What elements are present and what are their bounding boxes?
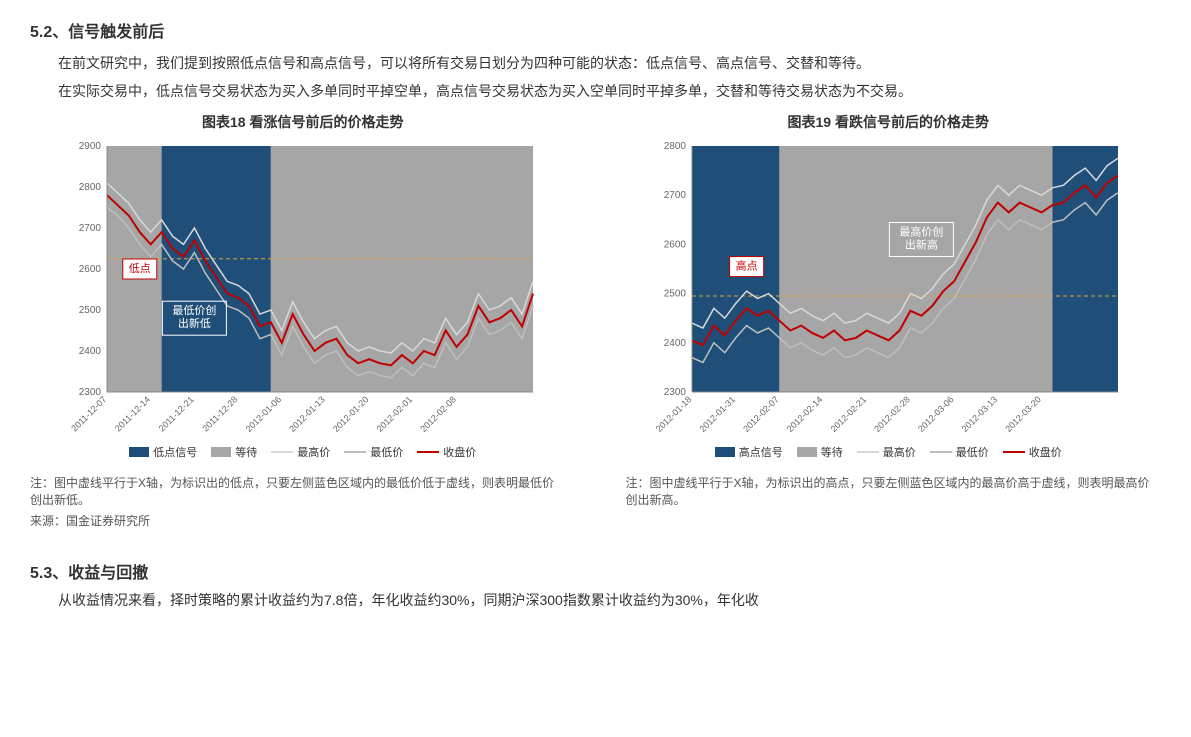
- legend-label: 高点信号: [739, 444, 783, 460]
- svg-text:2900: 2900: [79, 141, 102, 152]
- svg-text:2012-03-06: 2012-03-06: [916, 395, 956, 435]
- svg-text:2500: 2500: [664, 289, 687, 300]
- svg-text:2011-12-14: 2011-12-14: [113, 395, 152, 434]
- legend-label: 低点信号: [153, 444, 197, 460]
- svg-text:2400: 2400: [664, 338, 687, 349]
- svg-text:2012-03-20: 2012-03-20: [1004, 395, 1044, 435]
- intro-p1: 在前文研究中，我们提到按照低点信号和高点信号，可以将所有交易日划分为四种可能的状…: [30, 52, 1161, 74]
- legend-swatch: [344, 451, 366, 453]
- svg-text:2600: 2600: [79, 264, 102, 275]
- legend-swatch: [1003, 451, 1025, 453]
- svg-text:2600: 2600: [664, 240, 687, 251]
- legend-label: 最低价: [370, 444, 403, 460]
- intro-section: 5.2、信号触发前后 在前文研究中，我们提到按照低点信号和高点信号，可以将所有交…: [30, 20, 1161, 102]
- svg-text:2012-01-20: 2012-01-20: [331, 395, 371, 435]
- svg-text:最低价创: 最低价创: [172, 305, 216, 318]
- legend-label: 最高价: [883, 444, 916, 460]
- legend-label: 收盘价: [443, 444, 476, 460]
- legend-swatch: [129, 447, 149, 457]
- footer-section: 5.3、收益与回撤 从收益情况来看，择时策略的累计收益约为7.8倍，年化收益约3…: [30, 559, 1161, 611]
- legend-label: 最高价: [297, 444, 330, 460]
- svg-text:2700: 2700: [664, 191, 687, 202]
- legend-item: 最低价: [344, 444, 403, 460]
- left-chart-svg: 2300240025002600270028002900低点最低价创出新低201…: [63, 138, 543, 438]
- legend-swatch: [211, 447, 231, 457]
- legend-swatch: [797, 447, 817, 457]
- left-chart-title: 图表18 看涨信号前后的价格走势: [202, 112, 403, 132]
- svg-text:2400: 2400: [79, 346, 102, 357]
- right-note: 注：图中虚线平行于X轴，为标识出的高点，只要左侧蓝色区域内的最高价高于虚线，则表…: [626, 474, 1162, 508]
- legend-item: 收盘价: [1003, 444, 1062, 460]
- legend-item: 收盘价: [417, 444, 476, 460]
- legend-label: 等待: [235, 444, 257, 460]
- svg-text:2011-12-28: 2011-12-28: [200, 395, 239, 434]
- legend-item: 最高价: [271, 444, 330, 460]
- legend-label: 最低价: [956, 444, 989, 460]
- svg-text:2012-01-31: 2012-01-31: [698, 395, 738, 435]
- legend-item: 等待: [797, 444, 843, 460]
- svg-text:2700: 2700: [79, 223, 102, 234]
- notes-row: 注：图中虚线平行于X轴，为标识出的低点，只要左侧蓝色区域内的最低价低于虚线，则表…: [30, 474, 1161, 508]
- left-note: 注：图中虚线平行于X轴，为标识出的低点，只要左侧蓝色区域内的最低价低于虚线，则表…: [30, 474, 566, 508]
- svg-text:2012-02-07: 2012-02-07: [741, 395, 781, 435]
- svg-text:2800: 2800: [664, 141, 687, 152]
- legend-item: 最高价: [857, 444, 916, 460]
- intro-title: 5.2、信号触发前后: [30, 20, 1161, 46]
- legend-swatch: [271, 451, 293, 453]
- legend-swatch: [417, 451, 439, 453]
- svg-text:出新高: 出新高: [905, 238, 938, 252]
- left-chart-legend: 低点信号 等待 最高价 最低价 收盘价: [129, 444, 476, 460]
- source-line: 来源：国金证券研究所: [30, 512, 1161, 529]
- svg-text:2012-02-21: 2012-02-21: [829, 395, 869, 435]
- svg-text:低点: 低点: [129, 262, 151, 275]
- legend-swatch: [857, 451, 879, 453]
- svg-text:2012-01-06: 2012-01-06: [243, 395, 283, 435]
- legend-item: 低点信号: [129, 444, 197, 460]
- svg-text:2012-03-13: 2012-03-13: [960, 395, 1000, 435]
- svg-text:高点: 高点: [736, 259, 758, 273]
- right-chart-svg: 230024002500260027002800高点最高价创出新高2012-01…: [648, 138, 1128, 438]
- charts-row: 图表18 看涨信号前后的价格走势 23002400250026002700280…: [30, 112, 1161, 460]
- right-chart-column: 图表19 看跌信号前后的价格走势 23002400250026002700280…: [616, 112, 1162, 460]
- svg-text:2011-12-21: 2011-12-21: [156, 395, 195, 434]
- svg-text:最高价创: 最高价创: [900, 225, 944, 239]
- svg-text:2012-02-08: 2012-02-08: [418, 395, 458, 435]
- svg-text:2012-02-28: 2012-02-28: [872, 395, 912, 435]
- footer-text: 从收益情况来看，择时策略的累计收益约为7.8倍，年化收益约30%，同期沪深300…: [30, 589, 1161, 611]
- legend-label: 等待: [821, 444, 843, 460]
- svg-text:出新低: 出新低: [178, 317, 211, 331]
- footer-title: 5.3、收益与回撤: [30, 559, 1161, 583]
- svg-text:2011-12-07: 2011-12-07: [69, 395, 108, 434]
- intro-p2: 在实际交易中，低点信号交易状态为买入多单同时平掉空单，高点信号交易状态为买入空单…: [30, 80, 1161, 102]
- svg-text:2012-01-13: 2012-01-13: [287, 395, 327, 435]
- svg-text:2800: 2800: [79, 182, 102, 193]
- left-chart-column: 图表18 看涨信号前后的价格走势 23002400250026002700280…: [30, 112, 576, 460]
- legend-swatch: [930, 451, 952, 453]
- svg-text:2012-02-14: 2012-02-14: [785, 395, 825, 435]
- svg-text:2012-02-01: 2012-02-01: [374, 395, 414, 435]
- legend-item: 最低价: [930, 444, 989, 460]
- legend-item: 高点信号: [715, 444, 783, 460]
- legend-swatch: [715, 447, 735, 457]
- legend-item: 等待: [211, 444, 257, 460]
- right-chart-title: 图表19 看跌信号前后的价格走势: [788, 112, 989, 132]
- svg-text:2012-01-18: 2012-01-18: [654, 395, 694, 435]
- right-chart-legend: 高点信号 等待 最高价 最低价 收盘价: [715, 444, 1062, 460]
- legend-label: 收盘价: [1029, 444, 1062, 460]
- svg-text:2500: 2500: [79, 305, 102, 316]
